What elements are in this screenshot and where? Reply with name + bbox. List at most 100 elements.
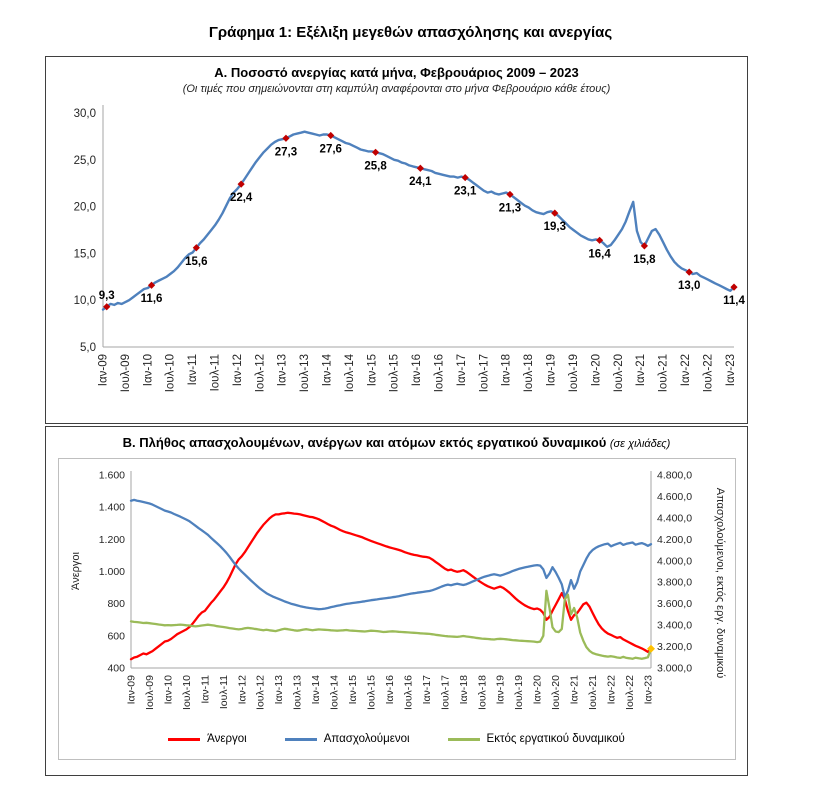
svg-text:11,4: 11,4	[723, 295, 745, 307]
svg-text:Ιουλ-09: Ιουλ-09	[120, 354, 132, 392]
svg-text:Ιουλ-13: Ιουλ-13	[291, 675, 303, 710]
svg-text:11,6: 11,6	[141, 293, 163, 305]
labor-force-chart-box: Άνεργοι Απασχολούμενοι, εκτός εργ. δυναμ…	[57, 458, 736, 760]
unemployment-rate-chart: 5,0 10,0 15,0 20,0 25,0 30,0 Ιαν-09 Ιουλ-09 Ιαν-…	[74, 105, 745, 392]
svg-text:Ιαν-19: Ιαν-19	[546, 354, 558, 386]
svg-text:9,3: 9,3	[99, 290, 115, 302]
svg-text:23,1: 23,1	[454, 186, 477, 198]
svg-text:1.000: 1.000	[98, 566, 124, 578]
svg-text:25,8: 25,8	[364, 160, 387, 172]
svg-text:5,0: 5,0	[80, 342, 96, 354]
panel-b-title-text: Β. Πλήθος απασχολουμένων, ανέργων και ατ…	[122, 435, 607, 450]
legend-item-employed: Απασχολούμενοι	[284, 733, 410, 745]
svg-text:Ιουλ-16: Ιουλ-16	[402, 675, 414, 710]
svg-text:Ιουλ-17: Ιουλ-17	[478, 354, 490, 392]
svg-text:Ιαν-17: Ιαν-17	[456, 354, 468, 386]
svg-text:25,0: 25,0	[74, 155, 96, 167]
svg-text:19,3: 19,3	[544, 221, 566, 233]
svg-text:Ιαν-19: Ιαν-19	[494, 675, 506, 705]
svg-text:3.800,0: 3.800,0	[657, 577, 692, 589]
panel-a-subtitle: (Οι τιμές που σημειώνονται στη καμπύλη α…	[182, 83, 611, 95]
svg-text:22,4: 22,4	[230, 192, 253, 204]
svg-text:Ιαν-12: Ιαν-12	[236, 675, 248, 705]
svg-text:Ιουλ-12: Ιουλ-12	[254, 675, 266, 710]
svg-text:30,0: 30,0	[74, 108, 96, 120]
svg-text:Ιαν-09: Ιαν-09	[125, 675, 137, 705]
svg-text:4.400,0: 4.400,0	[657, 512, 692, 524]
svg-text:Ιαν-21: Ιαν-21	[635, 354, 647, 386]
legend-label-employed: Απασχολούμενοι	[323, 733, 410, 745]
legend-item-outside-labor-force: Εκτός εργατικού δυναμικού	[447, 733, 625, 745]
svg-text:Ιουλ-19: Ιουλ-19	[568, 354, 580, 392]
svg-text:Ιουλ-16: Ιουλ-16	[434, 354, 446, 392]
svg-text:13,0: 13,0	[678, 280, 700, 292]
svg-text:Ιουλ-10: Ιουλ-10	[165, 354, 177, 392]
svg-text:Ιουλ-15: Ιουλ-15	[389, 354, 401, 392]
svg-text:Ιαν-17: Ιαν-17	[420, 675, 432, 705]
svg-text:Ιουλ-14: Ιουλ-14	[344, 353, 356, 392]
svg-text:Ιαν-20: Ιαν-20	[590, 354, 602, 386]
svg-text:Ιουλ-21: Ιουλ-21	[587, 675, 599, 710]
svg-text:Ιαν-23: Ιαν-23	[725, 354, 737, 386]
svg-text:3.000,0: 3.000,0	[657, 663, 692, 675]
svg-text:Ιαν-13: Ιαν-13	[273, 675, 285, 705]
svg-text:15,6: 15,6	[185, 256, 207, 268]
svg-text:10,0: 10,0	[74, 295, 96, 307]
svg-text:Ιαν-14: Ιαν-14	[322, 353, 334, 386]
svg-text:Ιουλ-10: Ιουλ-10	[180, 675, 192, 710]
panel-a-title: Α. Ποσοστό ανεργίας κατά μήνα, Φεβρουάρι…	[214, 65, 579, 80]
svg-text:Ιουλ-21: Ιουλ-21	[658, 354, 670, 392]
svg-text:Ιαν-21: Ιαν-21	[568, 675, 580, 705]
svg-text:Ιαν-13: Ιαν-13	[277, 354, 289, 386]
svg-text:Ιουλ-09: Ιουλ-09	[143, 675, 155, 710]
svg-text:24,1: 24,1	[409, 176, 432, 188]
svg-text:Ιαν-11: Ιαν-11	[199, 675, 211, 704]
svg-text:Ιαν-20: Ιαν-20	[531, 675, 543, 705]
legend-label-unemployed: Άνεργοι	[207, 733, 247, 745]
svg-text:Ιαν-16: Ιαν-16	[383, 675, 395, 705]
svg-text:Ιαν-15: Ιαν-15	[366, 354, 378, 386]
svg-text:1.200: 1.200	[98, 534, 124, 546]
legend-swatch-employed	[284, 737, 317, 741]
svg-text:16,4: 16,4	[588, 248, 611, 260]
legend-swatch-unemployed	[168, 737, 201, 741]
svg-text:Ιουλ-18: Ιουλ-18	[476, 675, 488, 710]
svg-text:800: 800	[107, 598, 125, 610]
svg-text:Ιουλ-17: Ιουλ-17	[439, 675, 451, 710]
svg-text:Ιαν-15: Ιαν-15	[347, 675, 359, 705]
svg-text:3.600,0: 3.600,0	[657, 598, 692, 610]
svg-text:Ιουλ-14: Ιουλ-14	[328, 675, 340, 710]
svg-text:1.600: 1.600	[98, 470, 124, 482]
panel-labor-force: Β. Πλήθος απασχολουμένων, ανέργων και ατ…	[45, 426, 748, 776]
svg-text:Ιουλ-19: Ιουλ-19	[513, 675, 525, 710]
svg-text:Ιουλ-18: Ιουλ-18	[523, 354, 535, 392]
svg-text:Ιουλ-13: Ιουλ-13	[299, 354, 311, 392]
svg-text:Ιαν-16: Ιαν-16	[411, 354, 423, 386]
svg-text:Ιαν-18: Ιαν-18	[457, 675, 469, 705]
svg-text:Ιαν-10: Ιαν-10	[142, 354, 154, 386]
svg-text:15,8: 15,8	[633, 254, 656, 266]
svg-text:Ιουλ-12: Ιουλ-12	[254, 354, 266, 392]
svg-text:21,3: 21,3	[499, 202, 521, 214]
svg-text:3.400,0: 3.400,0	[657, 620, 692, 632]
svg-text:Ιουλ-20: Ιουλ-20	[550, 675, 562, 710]
svg-text:Ιαν-12: Ιαν-12	[232, 354, 244, 386]
svg-text:1.400: 1.400	[98, 502, 124, 514]
svg-text:27,3: 27,3	[275, 146, 297, 158]
svg-text:Ιαν-22: Ιαν-22	[680, 354, 692, 386]
svg-text:600: 600	[107, 630, 125, 642]
page-title: Γράφημα 1: Εξέλιξη μεγεθών απασχόλησης κ…	[208, 24, 613, 41]
svg-text:4.000,0: 4.000,0	[657, 555, 692, 567]
right-axis-title: Απασχολούμενοι, εκτός εργ. δυναμικού	[714, 488, 726, 678]
svg-text:4.200,0: 4.200,0	[657, 534, 692, 546]
legend-label-outside-labor-force: Εκτός εργατικού δυναμικού	[486, 733, 625, 745]
svg-text:Ιαν-18: Ιαν-18	[501, 354, 513, 386]
svg-text:Ιουλ-15: Ιουλ-15	[365, 675, 377, 710]
svg-text:400: 400	[107, 663, 125, 675]
svg-text:Ιαν-22: Ιαν-22	[605, 675, 617, 705]
svg-text:Ιουλ-11: Ιουλ-11	[210, 354, 222, 391]
left-axis-title: Άνεργοι	[70, 552, 82, 590]
svg-text:Ιουλ-11: Ιουλ-11	[217, 675, 229, 709]
legend-item-unemployed: Άνεργοι	[168, 733, 247, 745]
